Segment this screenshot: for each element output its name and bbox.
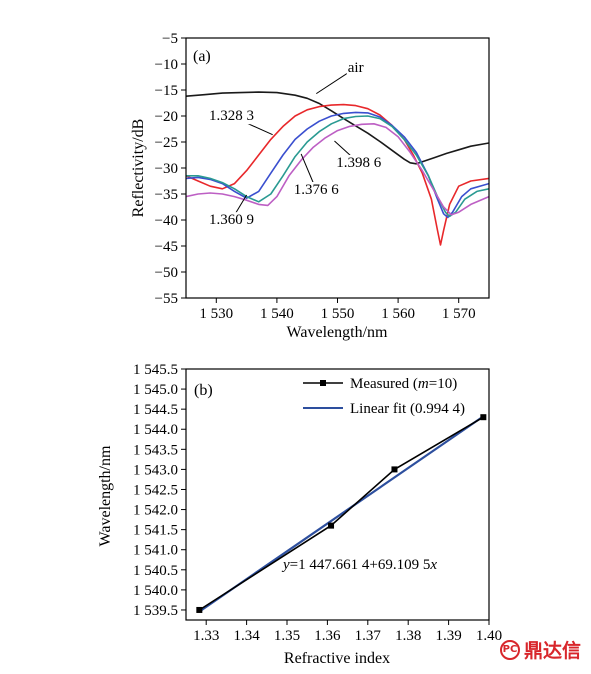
y-tick-label: −25 <box>155 135 178 151</box>
y-tick-label: 1 540.0 <box>133 583 178 599</box>
annotation-bg <box>292 182 341 198</box>
y-tick-label: 1 544.0 <box>133 422 178 438</box>
panel-b-y-ticks: 1 539.5 1 540.0 1 540.5 1 541.0 1 541.5 1 542… <box>133 362 186 619</box>
measured-line <box>198 416 484 611</box>
y-tick-label: −55 <box>155 291 178 307</box>
legend-measured-marker <box>320 380 326 386</box>
x-tick-label: 1.35 <box>274 628 300 644</box>
y-tick-label: 1 540.5 <box>133 563 178 579</box>
y-tick-label: −35 <box>155 187 178 203</box>
x-tick-label: 1.40 <box>476 628 502 644</box>
series-line-3 <box>186 115 489 218</box>
y-tick-label: −5 <box>162 31 178 47</box>
measured-point <box>328 522 335 529</box>
y-tick-label: 1 545.0 <box>133 382 178 398</box>
panel-a-label: (a) <box>193 48 211 65</box>
panel-a-y-label: Reflectivity/dB <box>130 119 147 218</box>
y-tick-label: −15 <box>155 83 178 99</box>
y-tick-label: 1 541.5 <box>133 523 178 539</box>
fit-equation: y=1 447.661 4+69.109 5x <box>281 557 437 573</box>
legend-fit-label: Linear fit (0.994 4) <box>350 401 465 417</box>
annotation-label: 1.398 6 <box>336 155 382 171</box>
x-tick-label: 1 530 <box>199 306 233 322</box>
panel-b-x-label: Refractive index <box>284 650 390 667</box>
y-tick-label: 1 544.5 <box>133 402 178 418</box>
x-tick-label: 1.34 <box>233 628 260 644</box>
x-tick-label: 1 570 <box>442 306 476 322</box>
legend: Measured (m=10) Linear fit (0.994 4) <box>303 376 465 417</box>
series-line-0 <box>186 91 489 165</box>
panel-a-annotations: air 1.328 3 1.398 6 1.376 6 1.360 9 <box>207 59 383 229</box>
panel-a-series <box>186 91 489 246</box>
y-tick-label: −20 <box>155 109 178 125</box>
annotation-bg <box>207 108 255 125</box>
annotation-bg <box>207 212 255 229</box>
x-tick-label: 1.36 <box>314 628 341 644</box>
x-tick-label: 1.39 <box>435 628 461 644</box>
annotation-bg <box>335 154 383 171</box>
y-tick-label: −40 <box>155 213 178 229</box>
watermark-text: 鼎达信 <box>523 640 581 662</box>
panel-a: 1 530 1 540 1 550 1 560 1 570 −5 −10 −15 −20 −25… <box>130 31 490 341</box>
panel-a-y-ticks: −5 −10 −15 −20 −25 −30 −35 −40 −45 −50 −55 <box>155 31 186 307</box>
panel-b-y-label: Wavelength/nm <box>97 445 114 546</box>
annotation-label: 1.360 9 <box>209 212 254 228</box>
panel-b-frame <box>185 368 490 621</box>
x-tick-label: 1.38 <box>395 628 421 644</box>
y-tick-label: 1 543.5 <box>133 442 178 458</box>
measured-point <box>196 606 203 613</box>
x-tick-label: 1 540 <box>260 306 294 322</box>
y-tick-label: 1 545.5 <box>133 362 178 378</box>
x-tick-label: 1.33 <box>193 628 219 644</box>
y-tick-label: 1 539.5 <box>133 603 178 619</box>
panel-b-label: (b) <box>194 382 213 399</box>
annotation-bg <box>346 59 365 76</box>
series-line-2 <box>186 111 489 219</box>
y-tick-label: 1 541.0 <box>133 543 178 559</box>
panel-a-x-ticks: 1 530 1 540 1 550 1 560 1 570 <box>199 298 476 322</box>
annotation-label: air <box>348 60 364 76</box>
annotation-label: 1.328 3 <box>209 108 254 124</box>
y-tick-label: −10 <box>155 57 178 73</box>
y-tick-label: 1 542.0 <box>133 503 178 519</box>
series-line-1 <box>186 103 489 246</box>
series-line-4 <box>186 123 489 216</box>
x-tick-label: 1 560 <box>381 306 415 322</box>
measured-point <box>480 414 487 421</box>
panel-b-x-ticks: 1.33 1.34 1.35 1.36 1.37 1.38 1.39 1.40 <box>193 620 502 644</box>
y-tick-label: 1 542.5 <box>133 482 178 498</box>
annotation-label: 1.376 6 <box>294 182 340 198</box>
y-tick-label: 1 543.0 <box>133 462 178 478</box>
panel-b: 1.33 1.34 1.35 1.36 1.37 1.38 1.39 1.40 1 539.5… <box>97 362 502 667</box>
y-tick-label: −50 <box>155 265 178 281</box>
legend-measured-label: Measured (m=10) <box>350 376 457 392</box>
y-tick-label: −30 <box>155 161 178 177</box>
y-tick-label: −45 <box>155 239 178 255</box>
x-tick-label: 1 550 <box>321 306 355 322</box>
panel-a-x-label: Wavelength/nm <box>287 324 388 341</box>
watermark-logo-icon: PC <box>499 639 520 660</box>
measured-point <box>391 466 398 473</box>
x-tick-label: 1.37 <box>355 628 382 644</box>
watermark: PC 鼎达信 <box>499 636 581 663</box>
panel-b-series <box>196 414 487 613</box>
